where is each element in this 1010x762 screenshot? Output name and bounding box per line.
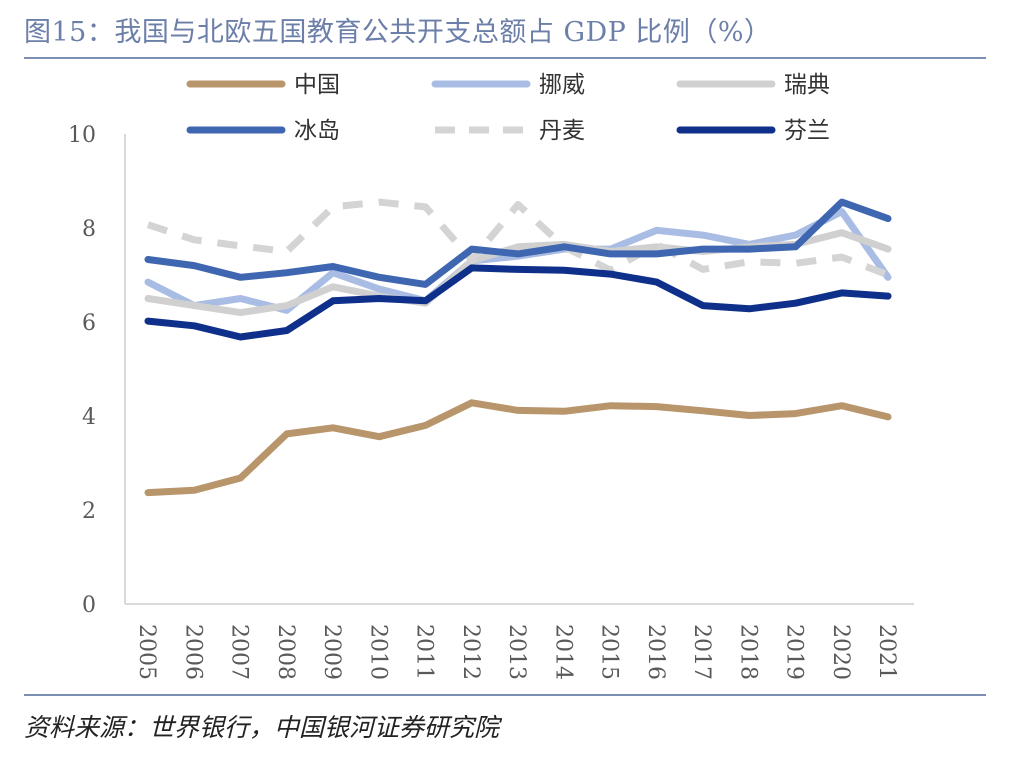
x-tick-label: 2019 [782, 624, 807, 680]
x-tick-label: 2009 [319, 624, 344, 680]
series-lines [144, 198, 892, 497]
y-tick-label: 2 [82, 499, 96, 524]
x-tick-label: 2011 [412, 624, 437, 680]
legend-label: 冰岛 [294, 118, 340, 144]
series-line-5 [144, 264, 892, 341]
legend-label: 挪威 [539, 72, 585, 98]
x-tick-label: 2012 [458, 624, 483, 680]
source-note: 资料来源：世界银行，中国银河证券研究院 [24, 713, 500, 742]
x-tick-label: 2018 [735, 624, 760, 680]
x-tick-label: 2014 [550, 624, 575, 680]
x-tick-label: 2017 [689, 624, 714, 680]
x-tick-label: 2013 [504, 624, 529, 680]
series-line-4 [146, 198, 890, 279]
chart-axes: 0 2 4 6 8 10 2005 2006 2007 2008 2009 2010 2011 2012 2… [68, 123, 914, 680]
x-tick-label: 2006 [180, 624, 205, 680]
x-tick-label: 2021 [874, 624, 899, 680]
footer-divider [24, 694, 986, 696]
series-line-3 [144, 198, 892, 288]
chart-title: 图15：我国与北欧五国教育公共开支总额占 GDP 比例（%） [24, 17, 772, 48]
x-tick-label: 2010 [365, 624, 390, 680]
y-tick-label: 0 [82, 593, 96, 618]
x-tick-label: 2015 [597, 624, 622, 680]
y-tick-label: 6 [82, 311, 96, 336]
legend-label: 中国 [294, 72, 340, 98]
x-tick-label: 2005 [134, 624, 159, 680]
y-tick-label: 8 [82, 217, 96, 242]
legend-label: 丹麦 [539, 118, 585, 144]
legend-label: 瑞典 [784, 72, 830, 98]
y-tick-label: 10 [68, 123, 96, 148]
x-tick-label: 2008 [273, 624, 298, 680]
x-tick-label: 2007 [227, 624, 252, 680]
y-tick-label: 4 [82, 405, 96, 430]
legend-label: 芬兰 [784, 118, 830, 144]
x-tick-label: 2020 [828, 624, 853, 680]
x-tick-label: 2016 [643, 624, 668, 680]
series-line-0 [144, 399, 892, 497]
title-divider [24, 57, 986, 59]
